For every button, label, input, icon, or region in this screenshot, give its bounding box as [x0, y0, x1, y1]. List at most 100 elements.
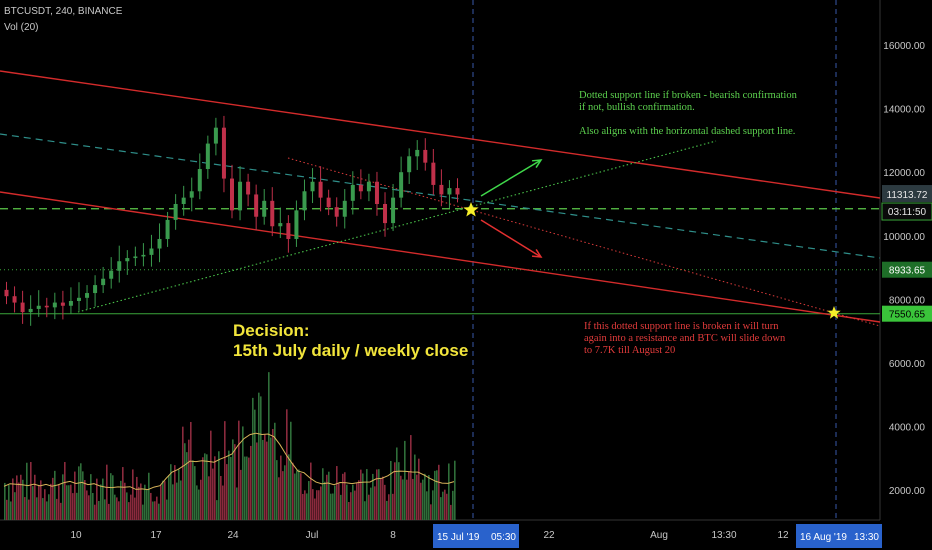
volume-bar [6, 499, 8, 520]
candle-body [318, 181, 323, 198]
green-annotation: Dotted support line if broken - bearish … [579, 90, 797, 137]
volume-bar [122, 467, 124, 520]
volume-bar [126, 492, 128, 520]
volume-bar [124, 482, 126, 520]
volume-bar [380, 478, 382, 520]
volume-bar [22, 479, 24, 520]
date-marker-time: 13:30 [854, 532, 879, 543]
volume-bar [206, 454, 208, 520]
volume-bar [322, 468, 324, 520]
volume-bar [104, 499, 106, 520]
volume-bar [434, 470, 436, 520]
candle-body [294, 210, 299, 239]
candle-body [230, 178, 234, 211]
red-annotation: If this dotted support line is broken it… [584, 321, 786, 356]
candle-body [85, 293, 90, 298]
volume-bar [358, 480, 360, 520]
channel-upper-line [0, 70, 881, 199]
volume-bar [162, 480, 164, 520]
volume-bar [76, 492, 78, 520]
volume-bar [258, 392, 260, 520]
y-tick-label: 10000.00 [883, 232, 925, 243]
price-label-8933: 8933.65 [889, 266, 926, 277]
target-star-icon [827, 306, 841, 319]
volume-bar [412, 478, 414, 520]
volume-bar [78, 466, 80, 520]
volume-bar [428, 475, 430, 520]
volume-bar [372, 473, 374, 520]
price-label-8933-bg [882, 261, 932, 278]
volume-bar [292, 462, 294, 520]
volume-bar [70, 484, 72, 520]
volume-bar [12, 478, 14, 520]
candle-body [76, 297, 81, 301]
volume-bar [446, 493, 448, 520]
volume-bar [24, 497, 26, 520]
volume-bar [188, 439, 190, 520]
volume-bar [96, 478, 98, 520]
volume-bar [208, 476, 210, 520]
volume-bar [36, 497, 38, 520]
volume-bar [212, 468, 214, 520]
channel-lower-line [0, 191, 881, 323]
volume-bar [42, 498, 44, 520]
volume-bar [186, 452, 188, 520]
bullish-arrow-head [531, 159, 543, 168]
x-tick-label: 10 [70, 530, 82, 541]
date-marker-date: 16 Aug '19 [800, 532, 847, 543]
bearish-arrow [480, 219, 542, 258]
volume-bar [80, 463, 82, 520]
candle-body [221, 127, 226, 179]
volume-bar [364, 501, 366, 520]
candle-body [109, 270, 114, 279]
volume-bar [392, 493, 394, 520]
volume-bar [444, 489, 446, 520]
volume-bar [56, 498, 58, 520]
candle-body [205, 143, 210, 170]
bearish-arrow-head [531, 249, 543, 258]
date-marker-bg [796, 524, 882, 548]
volume-bar [190, 421, 192, 520]
volume-bar [410, 435, 412, 520]
volume-bar [62, 474, 64, 520]
volume-bar [58, 484, 60, 520]
volume-bar [214, 456, 216, 520]
volume-bar [100, 484, 102, 520]
volume-bar [88, 495, 90, 520]
volume-bar [218, 451, 220, 520]
volume-bar [106, 464, 108, 520]
volume-bar [10, 501, 12, 520]
volume-bar [330, 493, 332, 520]
volume-bar [82, 471, 84, 520]
volume-bar [244, 456, 246, 520]
volume-bar [194, 466, 196, 520]
candle-body [157, 238, 162, 249]
volume-bar [240, 469, 242, 520]
volume-bar [46, 501, 48, 520]
volume-bar [120, 480, 122, 520]
candle-body [44, 305, 49, 308]
volume-bar [242, 426, 244, 520]
volume-bar [204, 453, 206, 520]
volume-bar [40, 480, 42, 520]
volume-bar [178, 469, 180, 520]
volume-bar [368, 494, 370, 520]
candle-body [278, 223, 283, 227]
volume-bar [354, 490, 356, 520]
candle-body [374, 181, 379, 204]
volume-bar [402, 479, 404, 520]
volume-bar [166, 499, 168, 520]
volume-bar [48, 494, 50, 520]
candle-body [28, 308, 33, 313]
x-tick-label: 13:30 [711, 530, 736, 541]
volume-bar [350, 492, 352, 520]
x-tick-label: 8 [390, 530, 396, 541]
candle-body [415, 149, 420, 157]
volume-bar [360, 469, 362, 520]
volume-bar [276, 460, 278, 520]
candle-body [4, 289, 9, 297]
volume-bar [86, 490, 88, 520]
volume-bar [54, 470, 56, 520]
volume-bar [210, 430, 212, 520]
